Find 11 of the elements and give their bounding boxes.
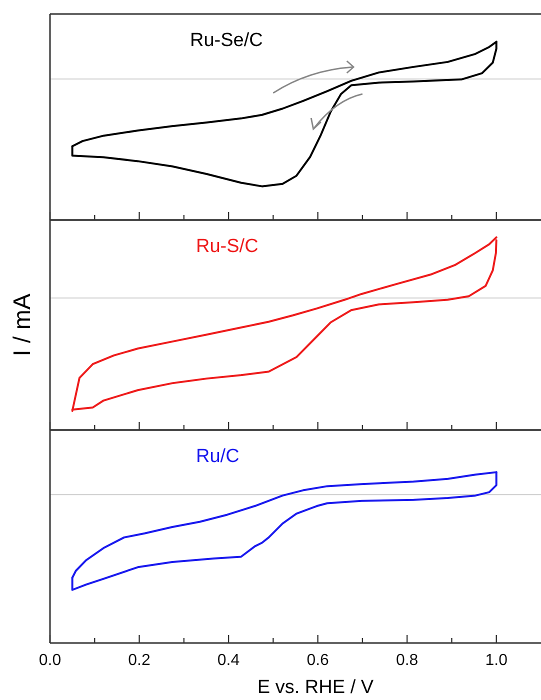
x-tick-label: 0.0 (38, 652, 62, 669)
text: Ru-Se/C (190, 30, 263, 51)
text: Ru/C (196, 446, 240, 467)
x-tick-label: 0.2 (128, 652, 150, 669)
y-axis-title: I / mA (9, 294, 36, 356)
x-tick-label: 0.8 (396, 652, 418, 669)
x-tick-label: 1.0 (485, 652, 508, 669)
x-axis-title: E vs. RHE / V (257, 677, 374, 698)
text: Ru-S/C (196, 236, 258, 257)
x-tick-label: 0.6 (306, 652, 330, 669)
x-tick-label: 0.4 (217, 652, 240, 669)
